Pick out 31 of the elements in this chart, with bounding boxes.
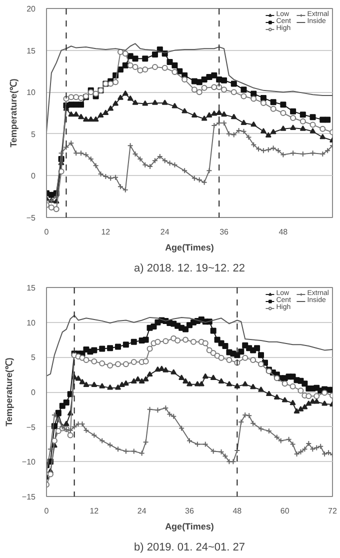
y-axis-title: Temperature(℃) <box>8 78 18 148</box>
y-tick-label: −15 <box>22 492 36 502</box>
x-tick-label: 60 <box>280 506 290 516</box>
y-axis-title: Temperature(℃) <box>4 358 14 426</box>
x-tick-label: 24 <box>160 228 170 236</box>
x-tick-label: 0 <box>44 228 50 236</box>
x-axis-title: Age(Times) <box>165 242 214 252</box>
y-tick-label: −10 <box>22 458 36 467</box>
x-tick-label: 0 <box>44 506 50 516</box>
y-tick-label: 0 <box>31 388 36 397</box>
x-tick-label: 48 <box>278 228 288 236</box>
text: b) 2019. 01. 24~01. 27 <box>134 542 246 554</box>
x-axis-title: Age(Times) <box>165 522 214 532</box>
y-tick-label: 5 <box>31 353 36 362</box>
text: a) 2018. 12. 19~12. 22 <box>134 262 246 274</box>
x-tick-label: 36 <box>220 228 230 236</box>
y-tick-label: 5 <box>31 130 36 139</box>
y-tick-label: 15 <box>26 46 36 56</box>
x-tick-label: 24 <box>137 506 147 516</box>
x-tick-label: 12 <box>90 506 100 516</box>
x-tick-label: 12 <box>101 228 111 236</box>
y-tick-label: 15 <box>26 284 36 292</box>
y-tick-label: −5 <box>26 422 36 432</box>
x-tick-label: 36 <box>185 506 194 516</box>
x-tick-label: 72 <box>328 506 338 516</box>
y-tick-label: 10 <box>26 318 36 328</box>
y-tick-label: −5 <box>26 214 36 222</box>
y-tick-label: 20 <box>26 4 36 14</box>
y-tick-label: 0 <box>31 172 36 181</box>
x-tick-label: 48 <box>232 506 242 516</box>
y-tick-label: 10 <box>26 88 36 98</box>
